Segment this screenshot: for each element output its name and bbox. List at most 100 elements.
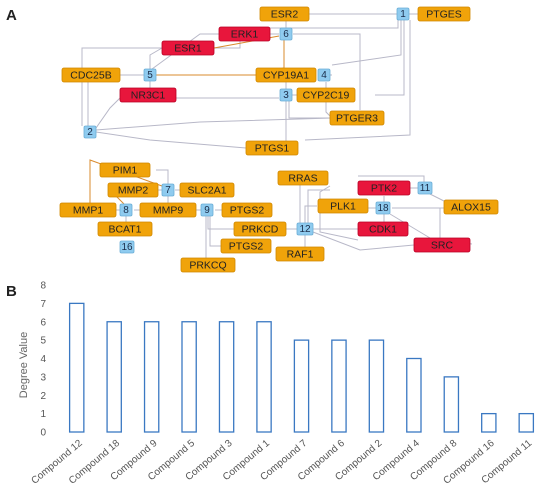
node-pim1[interactable]: PIM1	[99, 162, 151, 178]
node-esr2[interactable]: ESR2	[259, 6, 310, 22]
node-prkcq[interactable]: PRKCQ	[180, 257, 236, 273]
edge-12-plk1	[304, 205, 317, 223]
node-plk1[interactable]: PLK1	[317, 198, 369, 214]
svg-text:PLK1: PLK1	[330, 200, 356, 212]
node-cyp19a1[interactable]: CYP19A1	[255, 67, 317, 83]
svg-text:6: 6	[283, 29, 289, 40]
node-compound-18[interactable]: 18	[375, 201, 391, 215]
node-ptger3[interactable]: PTGER3	[329, 110, 385, 126]
svg-text:PTGS2: PTGS2	[229, 240, 264, 252]
edge-6-ptger3	[293, 33, 361, 110]
node-ptges[interactable]: PTGES	[417, 6, 471, 22]
svg-text:PTK2: PTK2	[371, 182, 397, 194]
panel-label-a: A	[6, 7, 17, 24]
bar-compound-6	[331, 339, 347, 433]
edge-9-ptgs2b	[209, 216, 221, 247]
panel-label-b: B	[6, 283, 17, 300]
svg-text:ESR2: ESR2	[271, 8, 299, 20]
svg-text:SLC2A1: SLC2A1	[187, 184, 226, 196]
svg-text:CYP19A1: CYP19A1	[263, 69, 309, 81]
edge-11-rras	[358, 175, 425, 182]
svg-text:RRAS: RRAS	[288, 172, 317, 184]
node-compound-5[interactable]: 5	[143, 68, 157, 82]
svg-text:16: 16	[121, 242, 133, 253]
bar-compound-5	[181, 321, 197, 433]
node-ptgs2-b[interactable]: PTGS2	[220, 238, 272, 254]
node-bcat1[interactable]: BCAT1	[97, 221, 153, 237]
node-cdc25b[interactable]: CDC25B	[61, 67, 121, 83]
node-compound-8[interactable]: 8	[119, 203, 133, 217]
node-ptgs2-a[interactable]: PTGS2	[221, 202, 273, 218]
node-cdk1[interactable]: CDK1	[357, 221, 409, 237]
node-compound-9[interactable]: 9	[200, 203, 214, 217]
svg-text:SRC: SRC	[431, 239, 454, 251]
svg-text:PRKCQ: PRKCQ	[189, 259, 226, 271]
node-compound-11[interactable]: 11	[417, 181, 433, 195]
node-compound-3[interactable]: 3	[279, 88, 293, 102]
bar-compound-1	[256, 321, 272, 433]
bar-compound-8	[443, 376, 460, 433]
svg-text:5: 5	[147, 70, 153, 81]
node-rras[interactable]: RRAS	[277, 170, 329, 186]
bar-compound-9	[143, 321, 160, 433]
svg-text:9: 9	[204, 205, 210, 216]
y-tick-label: 8	[40, 281, 46, 292]
edge-1-ptgs1	[304, 20, 411, 141]
edge-18-src	[389, 213, 431, 239]
node-compound-16[interactable]: 16	[119, 240, 135, 254]
node-prkcd[interactable]: PRKCD	[233, 221, 287, 237]
edge-2-esr1	[81, 47, 162, 126]
node-compound-4[interactable]: 4	[317, 68, 331, 82]
network-nodes: ESR2 1 PTGES ERK1 6 ESR1 CDC25B 5 CYP19A…	[59, 6, 499, 273]
svg-text:MMP2: MMP2	[118, 184, 148, 196]
y-tick-label: 4	[40, 354, 46, 365]
node-cyp2c19[interactable]: CYP2C19	[296, 87, 356, 103]
svg-text:ALOX15: ALOX15	[451, 201, 491, 213]
svg-text:PIM1: PIM1	[113, 164, 138, 176]
y-tick-label: 5	[40, 336, 46, 347]
svg-text:PTGS2: PTGS2	[230, 204, 265, 216]
node-mmp9[interactable]: MMP9	[139, 202, 197, 218]
node-erk1[interactable]: ERK1	[218, 26, 271, 42]
svg-text:11: 11	[420, 183, 431, 194]
svg-text:4: 4	[321, 70, 327, 81]
node-raf1[interactable]: RAF1	[275, 246, 325, 262]
node-compound-12[interactable]: 12	[296, 222, 314, 236]
node-nr3c1[interactable]: NR3C1	[119, 87, 177, 103]
svg-text:2: 2	[87, 127, 93, 138]
node-alox15[interactable]: ALOX15	[443, 199, 499, 215]
y-tick-label: 0	[40, 428, 46, 439]
svg-text:PTGER3: PTGER3	[336, 112, 378, 124]
bar-compound-4	[406, 357, 422, 433]
node-compound-2[interactable]: 2	[83, 125, 97, 139]
node-ptgs1[interactable]: PTGS1	[245, 140, 299, 156]
edge-5-erk1	[151, 33, 219, 70]
node-compound-1[interactable]: 1	[396, 7, 410, 21]
y-axis-ticks: 0 1 2 3 4 5 6 7 8	[40, 281, 46, 439]
y-tick-label: 2	[40, 391, 46, 402]
svg-text:MMP9: MMP9	[153, 204, 183, 216]
node-esr1[interactable]: ESR1	[161, 40, 215, 56]
node-mmp1[interactable]: MMP1	[59, 202, 117, 218]
bar-compound-11	[518, 412, 535, 433]
node-src[interactable]: SRC	[413, 237, 471, 253]
svg-text:ESR1: ESR1	[174, 42, 202, 54]
svg-text:8: 8	[123, 205, 129, 216]
svg-text:PRKCD: PRKCD	[242, 223, 279, 235]
node-slc2a1[interactable]: SLC2A1	[179, 182, 235, 198]
edge-2-ptger3	[95, 117, 333, 131]
node-ptk2[interactable]: PTK2	[357, 180, 411, 196]
edge-9-prkcd	[207, 216, 234, 230]
edge-7-pim1	[156, 169, 169, 184]
y-tick-label: 6	[40, 317, 46, 328]
node-compound-7[interactable]: 7	[161, 183, 175, 197]
bar-compound-2	[368, 339, 385, 433]
y-tick-label: 3	[40, 372, 46, 383]
node-compound-6[interactable]: 6	[279, 27, 293, 41]
node-mmp2[interactable]: MMP2	[107, 182, 159, 198]
svg-text:CDC25B: CDC25B	[70, 69, 111, 81]
svg-text:CYP2C19: CYP2C19	[303, 89, 350, 101]
edge-12-rras	[299, 183, 305, 223]
